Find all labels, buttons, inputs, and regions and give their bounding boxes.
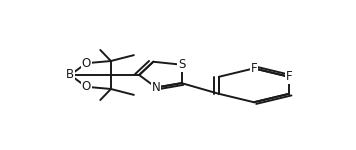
Text: B: B — [66, 69, 74, 81]
Text: F: F — [286, 70, 292, 83]
Text: N: N — [152, 81, 161, 94]
Text: S: S — [178, 58, 185, 71]
Text: O: O — [82, 57, 91, 70]
Text: F: F — [251, 62, 257, 75]
Text: O: O — [82, 80, 91, 93]
